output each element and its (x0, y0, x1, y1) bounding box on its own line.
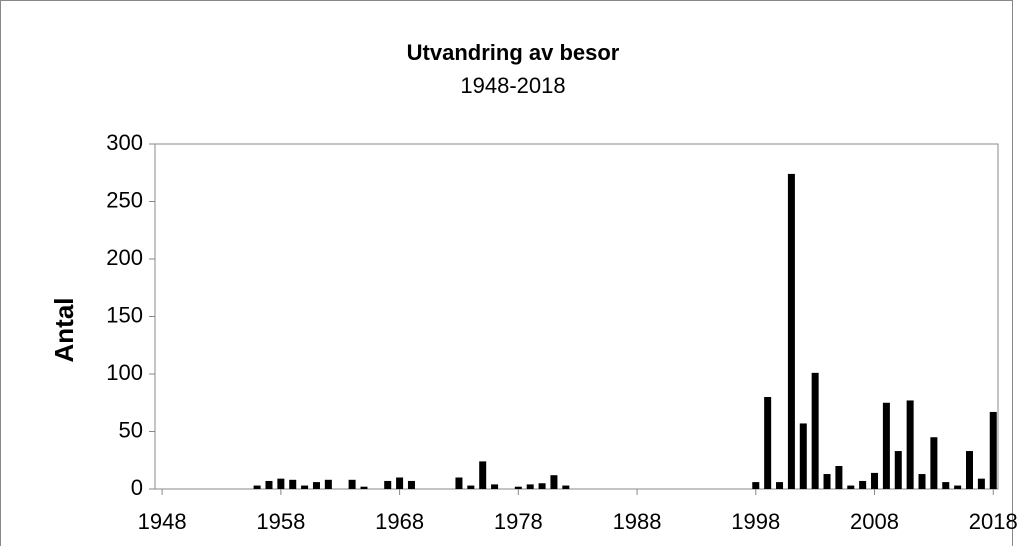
y-axis-label: Antal (49, 298, 79, 363)
bar (954, 485, 962, 489)
bar (407, 480, 415, 489)
bar (764, 397, 772, 489)
x-tick-label: 2008 (850, 509, 899, 534)
bar (479, 461, 487, 489)
bar (882, 402, 890, 489)
bar (277, 478, 285, 489)
plot-area (154, 143, 999, 490)
bar (989, 411, 997, 489)
bar (787, 173, 795, 489)
y-tick-label: 250 (106, 187, 143, 212)
bar (514, 486, 522, 489)
bar (301, 485, 309, 489)
x-tick-label: 1968 (375, 509, 424, 534)
bar (977, 478, 985, 489)
bar (906, 400, 914, 489)
bar (776, 482, 784, 489)
bar (526, 484, 534, 489)
chart-title: Utvandring av besor (407, 40, 620, 65)
bar (538, 483, 546, 489)
bar (811, 372, 819, 489)
bar (289, 479, 297, 489)
bar (491, 484, 499, 489)
bar (918, 474, 926, 489)
y-tick-label: 150 (106, 302, 143, 327)
bar (859, 480, 867, 489)
chart-subtitle: 1948-2018 (460, 73, 565, 98)
bar (799, 423, 807, 489)
y-tick-label: 200 (106, 245, 143, 270)
bar (835, 466, 843, 489)
x-tick-label: 1948 (138, 509, 187, 534)
y-tick-label: 0 (131, 475, 143, 500)
bar (396, 477, 404, 489)
bar (384, 480, 392, 489)
bar (360, 486, 368, 489)
bar (324, 479, 332, 489)
bar (467, 485, 475, 489)
bar (312, 482, 320, 489)
bar (265, 480, 273, 489)
bar (847, 485, 855, 489)
bar (348, 479, 356, 489)
bar (930, 437, 938, 489)
x-tick-label: 1988 (613, 509, 662, 534)
y-tick-label: 100 (106, 360, 143, 385)
y-tick-label: 300 (106, 130, 143, 155)
bar (550, 475, 558, 489)
bar (894, 451, 902, 489)
bar (752, 482, 760, 489)
y-tick-label: 50 (119, 417, 143, 442)
x-tick-label: 2018 (969, 509, 1018, 534)
bar (455, 477, 463, 489)
bar (966, 451, 974, 489)
bar (871, 472, 879, 489)
x-tick-label: 1958 (256, 509, 305, 534)
bar (562, 485, 570, 489)
bar (823, 474, 831, 489)
x-tick-label: 1978 (494, 509, 543, 534)
x-tick-label: 1998 (731, 509, 780, 534)
bar (253, 485, 261, 489)
bar (942, 482, 950, 489)
